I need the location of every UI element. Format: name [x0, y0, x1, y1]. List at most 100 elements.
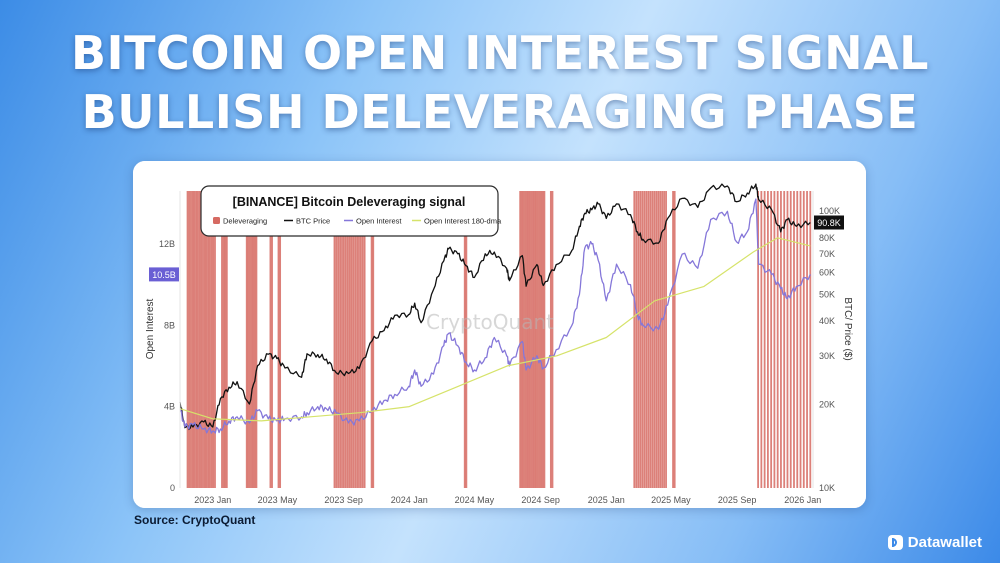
- deleveraging-bar-12-3: [766, 191, 769, 488]
- deleveraging-bar-10-5: [643, 191, 646, 488]
- deleveraging-bar-10-3: [639, 191, 642, 488]
- deleveraging-bar-10-13: [659, 191, 661, 488]
- deleveraging-bar-10-1: [635, 191, 638, 488]
- right-tick-label-1: 20K: [819, 400, 835, 410]
- deleveraging-bar-12-8: [783, 191, 786, 488]
- right-tick-label-0: 10K: [819, 483, 835, 493]
- deleveraging-bar-0-9: [202, 191, 204, 488]
- deleveraging-bar-5-11: [354, 191, 357, 488]
- chart-legend: [BINANCE] Bitcoin Deleveraging signal De…: [200, 185, 502, 237]
- deleveraging-bar-6-0: [370, 191, 373, 488]
- deleveraging-bar-12-11: [793, 191, 795, 488]
- deleveraging-bar-8-2: [522, 191, 525, 488]
- x-tick-label-6: 2025 Jan: [588, 495, 625, 505]
- deleveraging-bar-12-6: [776, 191, 779, 488]
- deleveraging-bar-0-3: [191, 191, 194, 488]
- deleveraging-bar-5-10: [352, 191, 355, 488]
- deleveraging-bar-8-12: [538, 191, 541, 488]
- chart-watermark: CryptoQuant: [426, 310, 554, 334]
- deleveraging-bar-11-0: [672, 191, 674, 488]
- brand-logo: Datawallet: [887, 531, 982, 553]
- deleveraging-bar-0-2: [190, 191, 192, 488]
- deleveraging-bar-0-6: [196, 191, 199, 488]
- deleveraging-bar-5-15: [361, 191, 364, 488]
- x-tick-label-1: 2023 May: [258, 495, 298, 505]
- deleveraging-bar-8-15: [543, 191, 546, 488]
- deleveraging-bar-12-12: [796, 191, 799, 488]
- deleveraging-bar-8-9: [533, 191, 536, 488]
- deleveraging-bar-4-1: [279, 191, 282, 488]
- deleveraging-bar-0-8: [200, 191, 203, 488]
- deleveraging-bar-5-8: [348, 191, 351, 488]
- deleveraging-bar-1-3: [225, 191, 228, 488]
- deleveraging-bar-12-13: [799, 191, 802, 488]
- deleveraging-bar-12-1: [760, 191, 763, 488]
- x-tick-label-5: 2024 Sep: [521, 495, 560, 505]
- deleveraging-bar-5-2: [337, 191, 340, 488]
- legend-label-open-interest-180-dma: Open Interest 180-dma: [424, 217, 502, 226]
- left-tick-label-2: 8B: [164, 320, 175, 330]
- deleveraging-bar-3-1: [271, 191, 273, 488]
- right-tick-label-7: 80K: [819, 233, 835, 243]
- deleveraging-bar-5-3: [339, 191, 342, 488]
- x-tick-label-3: 2024 Jan: [391, 495, 428, 505]
- deleveraging-bar-0-5: [195, 191, 198, 488]
- x-tick-label-8: 2025 Sep: [718, 495, 757, 505]
- deleveraging-bar-8-5: [527, 191, 530, 488]
- right-axis-label: BTC/ Price ($): [842, 297, 853, 360]
- headline-line-1: BITCOIN OPEN INTEREST SIGNAL: [71, 26, 929, 80]
- deleveraging-bar-9-1: [551, 191, 554, 488]
- left-tick-label-1: 4B: [164, 402, 175, 412]
- deleveraging-bar-8-3: [524, 191, 526, 488]
- deleveraging-bar-10-7: [647, 191, 650, 488]
- x-tick-label-0: 2023 Jan: [194, 495, 231, 505]
- deleveraging-bar-2-1: [247, 191, 250, 488]
- deleveraging-bar-0-12: [207, 191, 210, 488]
- deleveraging-bar-12-16: [809, 191, 812, 488]
- deleveraging-bar-0-13: [208, 191, 211, 488]
- deleveraging-bar-2-6: [255, 191, 258, 488]
- deleveraging-bar-1-2: [224, 191, 227, 488]
- deleveraging-bar-1-0: [221, 191, 223, 488]
- deleveraging-bar-8-1: [520, 191, 523, 488]
- deleveraging-bar-2-5: [253, 191, 256, 488]
- deleveraging-bar-8-14: [541, 191, 544, 488]
- right-tick-label-3: 40K: [819, 316, 835, 326]
- deleveraging-bar-5-9: [350, 191, 353, 488]
- open-interest-current-badge: [149, 267, 179, 282]
- right-tick-label-6: 70K: [819, 249, 835, 259]
- deleveraging-bar-8-0: [519, 191, 522, 488]
- deleveraging-bar-10-0: [633, 191, 636, 488]
- deleveraging-bar-10-4: [641, 191, 644, 488]
- deleveraging-bar-12-14: [802, 191, 805, 488]
- right-tick-label-4: 50K: [819, 289, 835, 299]
- legend-label-deleveraging: Deleveraging: [223, 217, 267, 226]
- deleveraging-bar-10-10: [653, 191, 656, 488]
- deleveraging-bar-2-3: [250, 191, 253, 488]
- deleveraging-bar-0-1: [188, 191, 191, 488]
- deleveraging-bar-5-1: [335, 191, 338, 488]
- deleveraging-bar-10-2: [637, 191, 640, 488]
- deleveraging-bar-12-15: [806, 191, 808, 488]
- deleveraging-bar-0-10: [203, 191, 206, 488]
- deleveraging-bar-5-7: [346, 191, 349, 488]
- deleveraging-bar-12-0: [757, 191, 759, 488]
- legend-label-open-interest: Open Interest: [356, 217, 402, 226]
- source-caption: Source: CryptoQuant: [134, 513, 256, 527]
- deleveraging-bar-5-5: [343, 191, 345, 488]
- x-tick-label-2: 2023 Sep: [324, 495, 363, 505]
- deleveraging-bar-12-7: [780, 191, 782, 488]
- right-tick-label-2: 30K: [819, 351, 835, 361]
- deleveraging-bar-10-14: [661, 191, 663, 488]
- deleveraging-bar-5-0: [333, 191, 336, 488]
- legend-label-btc-price: BTC Price: [296, 217, 330, 226]
- deleveraging-bar-8-11: [537, 191, 539, 488]
- chart-card: CryptoQuant 2023 Jan 2023 May 2023 Sep 2024…: [133, 161, 866, 508]
- deleveraging-bar-12-10: [789, 191, 792, 488]
- deleveraging-bar-12-4: [770, 191, 773, 488]
- legend-box: [200, 185, 499, 237]
- deleveraging-bar-2-2: [249, 191, 251, 488]
- open-interest-current-label: 10.5B: [152, 270, 176, 280]
- series-line-open-interest-180-dma: [179, 237, 811, 422]
- deleveraging-bar-5-4: [341, 191, 343, 488]
